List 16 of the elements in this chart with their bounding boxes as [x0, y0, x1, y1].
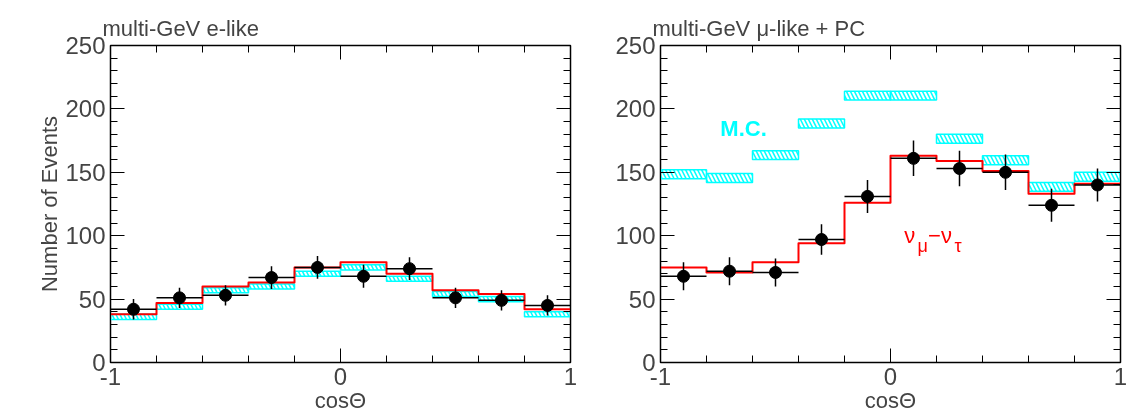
- y-tick-label: 150: [65, 158, 106, 186]
- y-tick-label: 200: [615, 95, 656, 123]
- x-tick-label: 0: [333, 362, 348, 390]
- y-tick-label: 50: [628, 285, 656, 313]
- y-tick-label: 50: [78, 285, 106, 313]
- y-tick-label: 100: [615, 222, 656, 250]
- series-label: M.C.: [720, 115, 767, 141]
- x-tick-label: 1: [563, 362, 578, 390]
- x-axis-title: cosΘ: [314, 387, 367, 413]
- y-tick-label: 200: [65, 95, 106, 123]
- x-axis-title: cosΘ: [864, 387, 917, 413]
- x-tick-label: 1: [1113, 362, 1128, 390]
- y-tick-label: 100: [65, 222, 106, 250]
- y-tick-label: 150: [615, 158, 656, 186]
- y-axis-title: Number of Events: [37, 115, 63, 293]
- x-tick-label: 0: [883, 362, 898, 390]
